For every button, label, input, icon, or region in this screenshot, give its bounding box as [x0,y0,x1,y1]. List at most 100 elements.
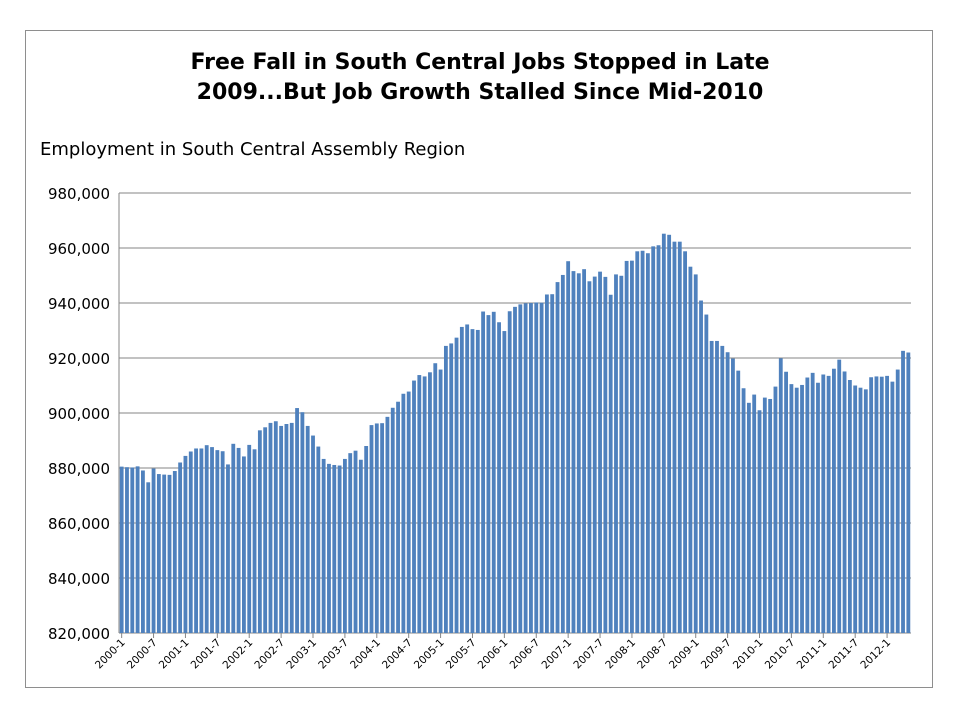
data-bar [518,304,523,633]
data-bar [746,402,751,633]
data-bar [608,294,613,633]
chart-title: Free Fall in South Central Jobs Stopped … [0,48,960,108]
y-tick-label: 980,000 [48,185,110,203]
data-bar [247,444,252,633]
data-bar [199,448,204,633]
data-bar [816,382,820,633]
data-bar [369,425,374,633]
data-bar [342,458,347,633]
x-tick-label: 2004-1 [348,637,383,672]
data-bar [226,464,230,633]
data-bar [784,371,789,633]
data-bar [348,453,353,633]
data-bar [364,446,369,633]
data-bar [794,387,799,633]
data-bar [901,350,905,633]
data-bar [874,376,879,633]
x-tick-label: 2006-7 [508,637,543,672]
data-bar [906,352,911,633]
data-bar [773,386,778,633]
data-bar [529,303,533,633]
data-bar [433,363,438,633]
data-bar [486,315,491,633]
data-bar [869,377,874,633]
data-bar [821,374,826,633]
data-bar [566,261,571,633]
data-bar [481,311,486,633]
data-bar [837,359,842,633]
data-bar [151,468,156,633]
data-bar [273,421,278,633]
data-bar [475,329,480,633]
data-bar [699,300,703,633]
data-bar [172,471,177,633]
data-bar [731,358,735,633]
y-tick-label: 840,000 [48,570,110,588]
data-bar [778,358,783,633]
x-tick-label: 2011-7 [827,637,862,672]
x-tick-label: 2005-7 [444,637,479,672]
data-bar [428,372,432,633]
x-tick-label: 2008-7 [635,637,670,672]
data-bar [194,448,198,633]
data-bar [268,422,273,633]
data-bar [178,462,183,633]
data-bar [401,393,406,633]
x-tick-label: 2003-7 [316,637,351,672]
data-bar [358,459,363,633]
x-tick-label: 2010-7 [763,637,798,672]
data-bar [762,397,767,633]
data-bar [879,376,884,633]
data-bar [396,401,400,633]
data-bar [715,340,719,633]
data-bar [220,451,225,633]
data-bar [810,372,815,633]
data-bar [858,387,863,633]
y-tick-label: 820,000 [48,625,110,643]
data-bar [720,345,725,633]
data-bar [587,281,592,633]
data-bar [630,260,634,633]
data-bar [507,311,512,633]
data-bar [311,435,315,633]
x-tick-label: 2009-7 [699,637,734,672]
data-bar [550,294,555,633]
data-bar [289,422,294,633]
data-bar [768,398,773,633]
data-bar [885,375,889,633]
data-bar [635,251,640,634]
x-tick-label: 2001-7 [189,637,224,672]
data-bar [385,416,390,633]
chart-subtitle: Employment in South Central Assembly Reg… [40,139,466,160]
data-bar [210,447,214,633]
data-bar [241,456,246,633]
data-bar [156,474,161,633]
data-bar [183,455,188,633]
data-bar [279,425,284,633]
data-bar [459,326,464,633]
data-bar [300,412,305,633]
data-bar [390,407,395,633]
data-bar [204,445,209,633]
data-bar [284,424,289,633]
data-bar [800,384,804,633]
data-bar [119,466,124,633]
data-bar [491,311,496,633]
data-bar [167,474,172,633]
data-bar [667,234,672,634]
data-bar [422,376,427,633]
x-tick-label: 2011-1 [795,637,830,672]
data-bar [465,324,470,633]
data-bar [619,275,624,633]
data-bar [555,282,560,633]
data-bar [544,294,549,633]
y-tick-label: 960,000 [48,240,110,258]
x-tick-label: 2004-7 [380,637,415,672]
x-tick-label: 2007-7 [571,637,606,672]
x-tick-label: 2007-1 [539,637,574,672]
data-bar [406,391,411,633]
y-tick-label: 860,000 [48,515,110,533]
data-bar [895,369,900,633]
data-bar [263,427,268,633]
data-bar [523,303,528,633]
